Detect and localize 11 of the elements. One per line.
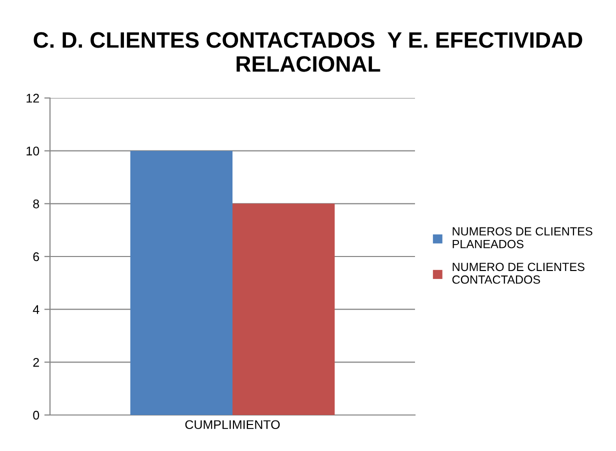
y-tick-label: 8 <box>33 199 40 208</box>
y-tick-label: 0 <box>33 410 40 420</box>
y-tick-label: 2 <box>33 358 39 367</box>
y-tick-label: 6 <box>33 252 40 262</box>
y-tick-label: 4 <box>32 305 40 314</box>
x-tick-label: CUMPLIMIENTO <box>185 420 280 430</box>
y-tick-label: 10 <box>26 146 40 156</box>
chart-title: C. D. CLIENTES CONTACTADOS Y E. EFECTIVIDAD RELACIONAL <box>34 32 582 72</box>
legend-label: NUMEROS DE CLIENTES PLANEADOS <box>452 227 592 248</box>
y-tick-label: 12 <box>26 94 39 103</box>
legend-label: NUMERO DE CLIENTES CONTACTADOS <box>452 262 584 284</box>
